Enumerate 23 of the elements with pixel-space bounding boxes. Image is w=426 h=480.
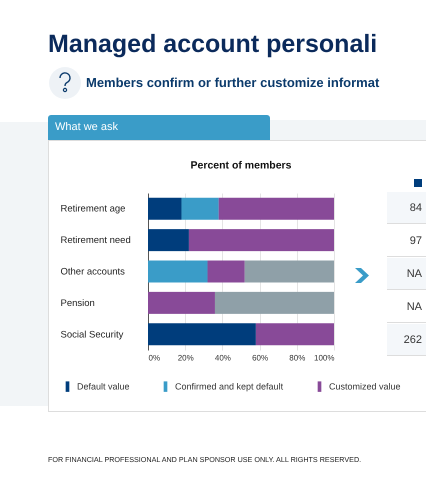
x-tick-label: 40% xyxy=(214,354,231,362)
x-tick-label: 100% xyxy=(314,354,334,362)
text: NA xyxy=(387,291,426,323)
text: NA xyxy=(387,258,426,290)
text: 84 xyxy=(387,192,426,224)
text: Percent of members xyxy=(190,160,292,172)
text: What we ask xyxy=(48,115,270,140)
y-tick-label: Other accounts xyxy=(60,266,126,278)
x-tick-label: 0% xyxy=(148,354,160,362)
y-tick-label: Social Security xyxy=(60,329,124,340)
y-tick-label: Retirement age xyxy=(60,204,126,215)
chart-subtitle: Members confirm or further customize informat xyxy=(86,75,380,90)
legend-label: Default value xyxy=(77,382,130,392)
text: 262 xyxy=(387,324,426,356)
legend-label: Confirmed and kept default xyxy=(175,382,284,392)
legend-label: Customized value xyxy=(329,382,401,392)
y-tick-label: Retirement need xyxy=(60,235,131,246)
x-tick-label: 80% xyxy=(289,354,306,362)
text: 97 xyxy=(387,225,426,257)
x-tick-label: 60% xyxy=(252,354,268,362)
chart-title: Managed account personali xyxy=(48,30,378,59)
x-tick-label: 20% xyxy=(178,354,194,362)
y-tick-label: Pension xyxy=(60,298,95,309)
